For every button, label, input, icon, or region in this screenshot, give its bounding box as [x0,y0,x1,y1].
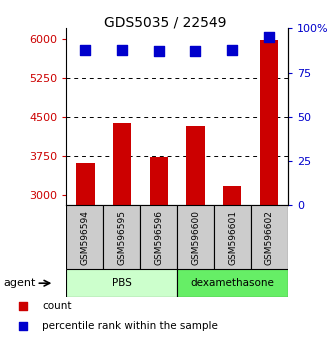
Text: GSM596602: GSM596602 [265,210,274,265]
Point [156,48,162,54]
Bar [214,205,251,269]
Bar [260,40,278,205]
Text: dexamethasone: dexamethasone [191,278,274,288]
Text: count: count [42,301,71,311]
Bar [103,205,140,269]
Text: GSM596594: GSM596594 [80,210,89,265]
Text: PBS: PBS [112,278,132,288]
Bar [251,205,288,269]
Point [193,48,198,54]
Text: percentile rank within the sample: percentile rank within the sample [42,321,218,331]
Bar [66,269,177,297]
Point [20,323,25,329]
Point [119,47,125,52]
Text: agent: agent [3,278,36,288]
Bar [177,205,214,269]
Text: GDS5035 / 22549: GDS5035 / 22549 [104,16,227,30]
Point [83,47,88,52]
Text: GSM596595: GSM596595 [117,210,126,265]
Bar [66,205,103,269]
Bar [186,126,205,205]
Bar [223,185,241,205]
Bar [177,269,288,297]
Bar [113,123,131,205]
Bar [140,205,177,269]
Point [266,34,271,40]
Point [229,47,235,52]
Bar [150,158,168,205]
Point [20,303,25,309]
Text: GSM596596: GSM596596 [154,210,163,265]
Text: GSM596601: GSM596601 [228,210,237,265]
Bar [76,162,95,205]
Text: GSM596600: GSM596600 [191,210,200,265]
